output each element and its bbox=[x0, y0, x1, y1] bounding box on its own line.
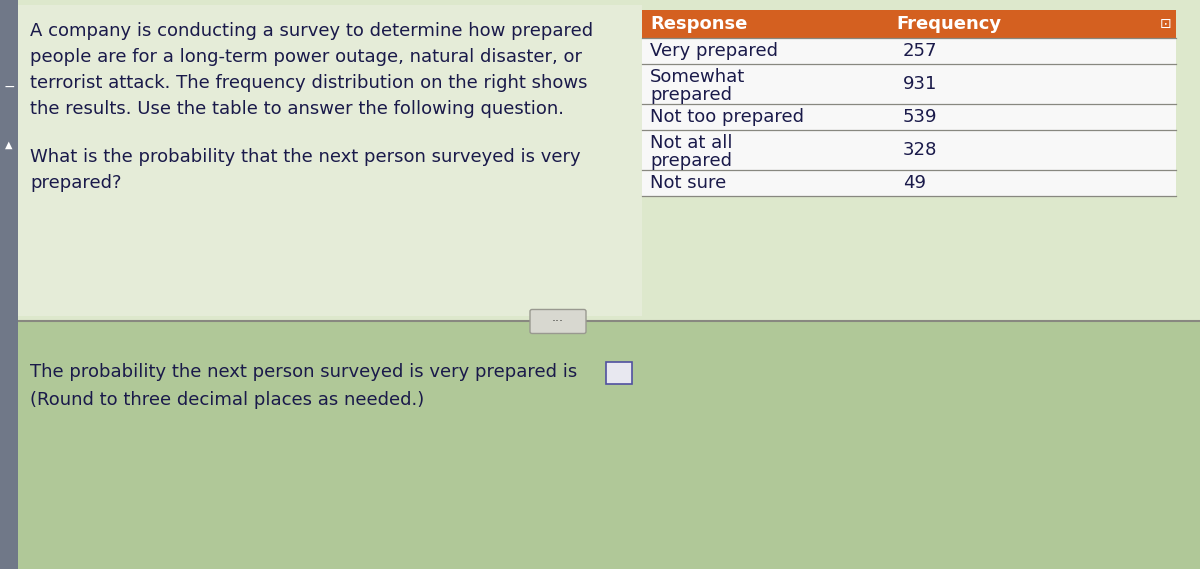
Text: terrorist attack. The frequency distribution on the right shows: terrorist attack. The frequency distribu… bbox=[30, 74, 588, 92]
Bar bbox=[642, 104, 1176, 130]
Text: prepared: prepared bbox=[650, 152, 732, 170]
Text: ⊡: ⊡ bbox=[1160, 17, 1172, 31]
Text: Frequency: Frequency bbox=[896, 15, 1001, 33]
Bar bbox=[0, 321, 1200, 569]
Text: prepared?: prepared? bbox=[30, 174, 121, 192]
Text: people are for a long-term power outage, natural disaster, or: people are for a long-term power outage,… bbox=[30, 48, 582, 66]
Text: What is the probability that the next person surveyed is very: What is the probability that the next pe… bbox=[30, 148, 581, 166]
Text: A company is conducting a survey to determine how prepared: A company is conducting a survey to dete… bbox=[30, 22, 593, 40]
Bar bbox=[642, 64, 1176, 104]
Text: Not too prepared: Not too prepared bbox=[650, 108, 804, 126]
Text: Response: Response bbox=[650, 15, 748, 33]
Bar bbox=[0, 0, 1200, 321]
Text: ▲: ▲ bbox=[5, 139, 13, 150]
Text: Not sure: Not sure bbox=[650, 174, 726, 192]
Bar bbox=[0, 0, 18, 569]
Bar bbox=[642, 130, 1176, 170]
Text: 539: 539 bbox=[904, 108, 937, 126]
Text: the results. Use the table to answer the following question.: the results. Use the table to answer the… bbox=[30, 100, 564, 118]
Bar bbox=[606, 362, 632, 385]
Text: The probability the next person surveyed is very prepared is: The probability the next person surveyed… bbox=[30, 364, 577, 381]
Text: 328: 328 bbox=[904, 141, 937, 159]
Text: Not at all: Not at all bbox=[650, 134, 732, 152]
Text: prepared: prepared bbox=[650, 86, 732, 104]
Text: 931: 931 bbox=[904, 75, 937, 93]
Text: (Round to three decimal places as needed.): (Round to three decimal places as needed… bbox=[30, 391, 425, 410]
Bar bbox=[642, 170, 1176, 196]
Text: ···: ··· bbox=[552, 315, 564, 328]
Text: 49: 49 bbox=[904, 174, 926, 192]
Text: Somewhat: Somewhat bbox=[650, 68, 745, 86]
FancyBboxPatch shape bbox=[530, 310, 586, 333]
Text: 257: 257 bbox=[904, 42, 937, 60]
Bar bbox=[642, 10, 1176, 38]
Bar bbox=[18, 5, 642, 316]
Text: Very prepared: Very prepared bbox=[650, 42, 778, 60]
Bar bbox=[642, 38, 1176, 64]
Text: −: − bbox=[4, 80, 14, 94]
